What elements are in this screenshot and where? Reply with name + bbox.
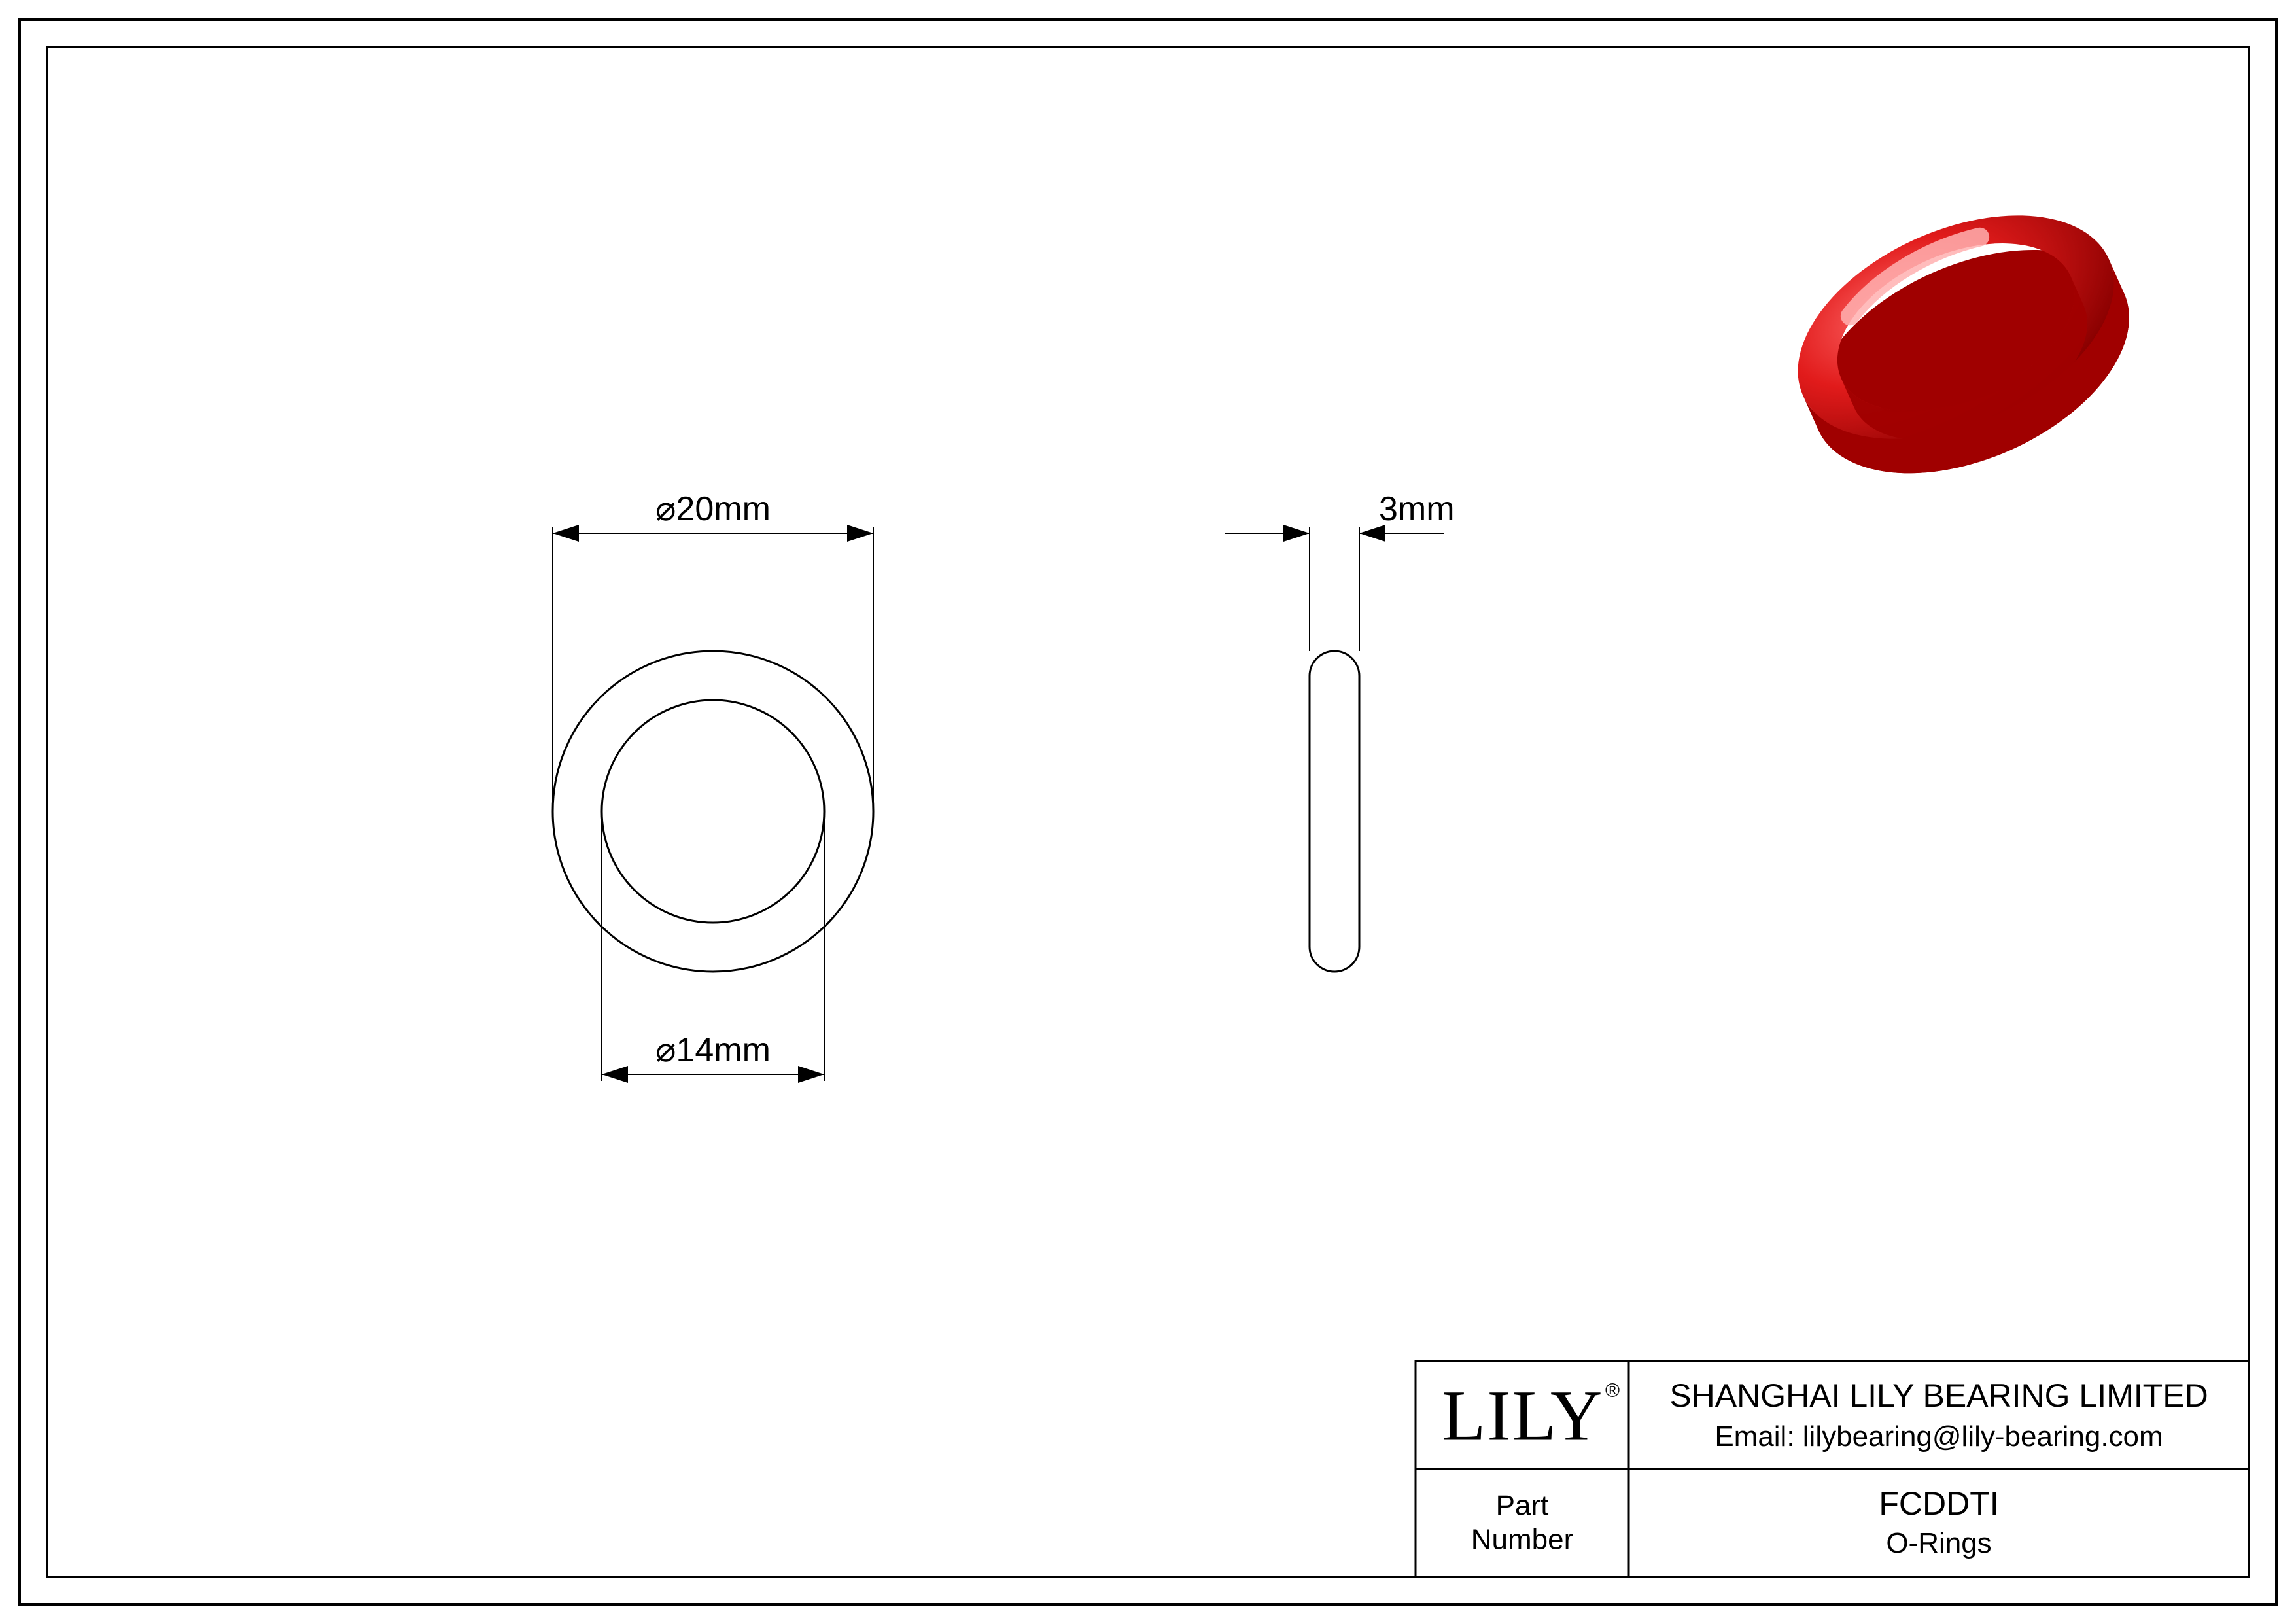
drawing-page: { "canvas": { "width": 3510, "height": 2… (0, 0, 2296, 1624)
dimension-outer-label: ⌀20mm (655, 490, 771, 528)
dimension-outer-diameter (553, 525, 873, 811)
drawing-canvas: ⌀20mm ⌀14mm 3mm LILY ® SHANGHAI LILY BEA… (0, 0, 2296, 1624)
part-number-label: Part (1496, 1490, 1549, 1522)
front-view-inner-circle (602, 700, 824, 923)
part-description: O-Rings (1886, 1527, 1991, 1559)
company-logo: LILY (1442, 1376, 1603, 1456)
dimension-inner-label: ⌀14mm (655, 1031, 771, 1069)
dimension-thickness (1225, 525, 1444, 651)
part-number-value: FCDDTI (1879, 1485, 1998, 1522)
company-name: SHANGHAI LILY BEARING LIMITED (1669, 1377, 2208, 1414)
part-number-label: Number (1471, 1524, 1574, 1556)
side-view-profile (1310, 651, 1359, 972)
inner-frame (47, 47, 2249, 1577)
dimension-thickness-label: 3mm (1379, 490, 1455, 528)
registered-mark: ® (1605, 1380, 1620, 1402)
company-email: Email: lilybearing@lily-bearing.com (1714, 1421, 2163, 1453)
oring-3d-render (1764, 171, 2164, 518)
title-block: LILY ® SHANGHAI LILY BEARING LIMITED Ema… (1416, 1361, 2249, 1577)
